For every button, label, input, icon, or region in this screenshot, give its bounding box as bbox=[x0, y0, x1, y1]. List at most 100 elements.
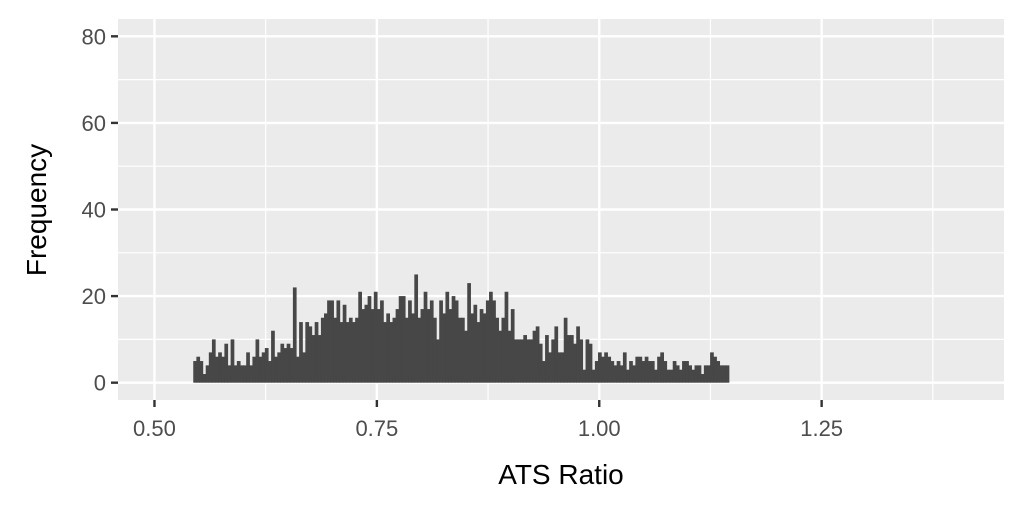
histogram-bar bbox=[227, 365, 232, 383]
histogram-bar bbox=[569, 335, 574, 383]
histogram-bar bbox=[339, 322, 344, 383]
histogram-bar bbox=[507, 330, 512, 383]
histogram-bar bbox=[264, 348, 269, 383]
histogram-bar bbox=[541, 361, 546, 383]
histogram-bar bbox=[417, 317, 422, 383]
histogram-bar bbox=[324, 313, 328, 383]
histogram-bar bbox=[327, 300, 331, 383]
histogram-bar bbox=[255, 339, 260, 383]
histogram-bar bbox=[657, 356, 661, 383]
histogram-bar bbox=[638, 356, 643, 383]
histogram-bar bbox=[700, 374, 705, 383]
histogram-bar bbox=[551, 339, 556, 383]
histogram-bar bbox=[654, 369, 658, 383]
histogram-bar bbox=[582, 369, 587, 383]
histogram-bar bbox=[277, 352, 282, 383]
histogram-bar bbox=[336, 300, 341, 383]
histogram-bar bbox=[548, 352, 552, 383]
histogram-bar bbox=[557, 352, 562, 383]
histogram-bar bbox=[716, 361, 721, 383]
histogram-bar bbox=[703, 365, 708, 383]
histogram-bar bbox=[193, 361, 197, 383]
histogram-bar bbox=[398, 296, 403, 383]
histogram-bar bbox=[320, 317, 325, 383]
histogram-bar bbox=[404, 317, 409, 383]
histogram-bar bbox=[622, 352, 627, 383]
histogram-bar bbox=[401, 296, 406, 383]
histogram-bar bbox=[221, 356, 225, 383]
histogram-bar bbox=[236, 361, 241, 383]
histogram-bar bbox=[199, 361, 204, 383]
histogram-bar bbox=[520, 339, 524, 383]
histogram-bar bbox=[330, 300, 334, 383]
histogram-bar bbox=[414, 274, 419, 383]
histogram-bar bbox=[308, 326, 313, 383]
histogram-bar bbox=[517, 339, 521, 383]
histogram-bar bbox=[432, 317, 437, 383]
histogram-bar bbox=[489, 291, 493, 383]
histogram-bar bbox=[358, 291, 362, 383]
histogram-bar bbox=[361, 309, 366, 383]
histogram-bar bbox=[610, 361, 615, 383]
histogram-bar bbox=[598, 352, 602, 383]
histogram-bar bbox=[579, 339, 584, 383]
histogram-bar bbox=[644, 356, 649, 383]
histogram-bar bbox=[376, 309, 381, 383]
y-tick-label: 40 bbox=[82, 198, 106, 223]
histogram-bar bbox=[666, 369, 671, 383]
histogram-bar bbox=[675, 365, 680, 383]
histogram-bar bbox=[498, 330, 503, 383]
y-tick-label: 80 bbox=[82, 24, 106, 49]
histogram-bar bbox=[504, 291, 509, 383]
histogram-bar bbox=[613, 365, 618, 383]
histogram-bar bbox=[632, 365, 636, 383]
histogram-bar bbox=[495, 317, 499, 383]
histogram-bar bbox=[283, 348, 288, 383]
histogram-bar bbox=[420, 309, 425, 383]
histogram-bar bbox=[205, 365, 210, 383]
histogram-bar bbox=[467, 283, 471, 383]
histogram-bar bbox=[476, 322, 481, 383]
histogram-bar bbox=[535, 326, 540, 383]
histogram-bar bbox=[436, 339, 440, 383]
histogram-bar bbox=[482, 313, 487, 383]
x-tick-label: 1.00 bbox=[578, 416, 621, 441]
histogram-bar bbox=[286, 343, 291, 383]
histogram-bar bbox=[691, 369, 696, 383]
x-tick-label: 0.75 bbox=[355, 416, 398, 441]
histogram-bar bbox=[367, 296, 372, 383]
histogram-bar bbox=[311, 335, 316, 383]
histogram-bar bbox=[373, 291, 378, 383]
histogram-bar bbox=[314, 322, 319, 383]
histogram-bar bbox=[629, 361, 633, 383]
histogram-bar bbox=[591, 369, 596, 383]
histogram-bar bbox=[563, 317, 568, 383]
histogram-bar bbox=[523, 335, 527, 383]
histogram-bar bbox=[492, 300, 496, 383]
y-axis-title: Frequency bbox=[21, 144, 52, 276]
histogram-bar bbox=[395, 309, 400, 383]
histogram-bar bbox=[713, 356, 717, 383]
histogram-bar bbox=[641, 361, 646, 383]
histogram-bar bbox=[389, 322, 394, 383]
histogram-bar bbox=[660, 352, 664, 383]
histogram-bar bbox=[694, 365, 699, 383]
histogram-bar bbox=[302, 352, 306, 383]
histogram-bar bbox=[706, 365, 711, 383]
histogram-bar bbox=[239, 365, 244, 383]
y-tick-label: 60 bbox=[82, 111, 106, 136]
histogram-bar bbox=[202, 374, 207, 383]
histogram-bar bbox=[296, 356, 300, 383]
histogram-bar bbox=[305, 322, 310, 383]
y-tick-label: 0 bbox=[94, 371, 106, 396]
histogram-bar bbox=[252, 356, 257, 383]
histogram-bar bbox=[573, 343, 577, 383]
histogram-bar bbox=[607, 356, 612, 383]
histogram-bar bbox=[289, 348, 294, 383]
histogram-bar bbox=[560, 352, 565, 383]
histogram-bar bbox=[439, 300, 443, 383]
histogram-bar bbox=[616, 361, 621, 383]
histogram-bar bbox=[243, 365, 247, 383]
histogram-bar bbox=[355, 317, 359, 383]
histogram-bar bbox=[650, 361, 655, 383]
